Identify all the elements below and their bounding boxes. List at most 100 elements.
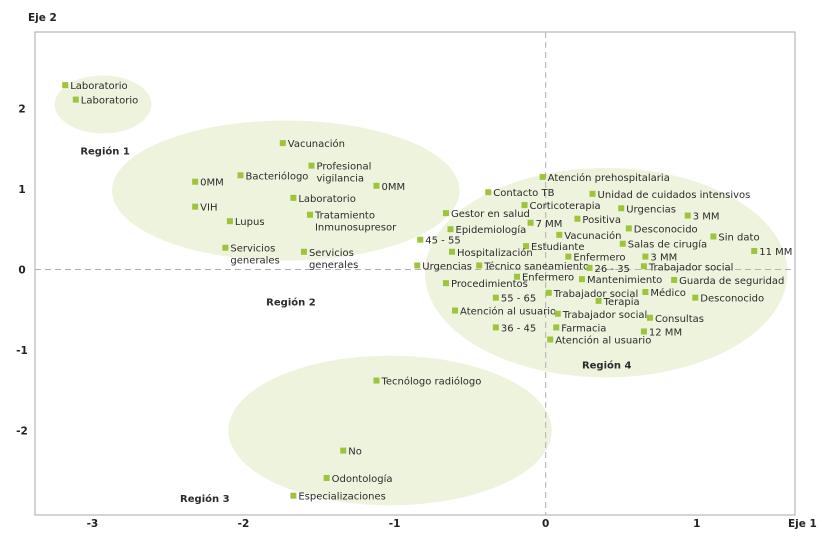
data-point-label: 3 MM [650,253,677,264]
data-point-label: 0MM [381,182,405,193]
data-point-label: Trabajador social [553,289,639,300]
data-point-marker [452,307,459,314]
data-point-label: Terapia [603,297,640,308]
region-ellipse-3 [228,355,552,506]
data-point-marker [237,172,244,179]
data-point-marker [684,212,691,219]
data-point-label: Corticoterapia [530,201,601,212]
data-point-marker [513,273,520,280]
data-point-label: Consultas [655,314,704,325]
y-tick-label: 1 [18,184,25,196]
data-point-marker [578,276,585,283]
data-point-label: 3 MM [693,212,720,223]
data-point-marker [485,189,492,196]
y-tick-label: -1 [16,345,28,357]
data-point-label: Atención prehospitalaria [548,172,670,184]
data-point-label: Gestor en salud [451,209,530,220]
data-point-label: 26 - 35 [595,264,630,275]
data-point-marker [222,244,229,251]
data-point-marker [642,289,649,296]
data-point-label: No [348,447,362,458]
data-point-marker [300,248,307,255]
data-point-marker [565,253,572,260]
data-point-marker [72,96,79,103]
data-point-label: Tratamiento Inmunosupresor [314,211,397,234]
data-point-marker [619,240,626,247]
x-tick-label: 0 [542,518,549,530]
region-label-2: Región 2 [266,297,316,309]
data-point-marker [547,336,554,343]
data-point-label: 0MM [200,178,224,189]
data-point-label: VIH [200,203,217,214]
data-point-label: Odontología [332,473,393,485]
data-point-marker [373,377,380,384]
data-point-label: 55 - 65 [501,294,536,305]
data-point-label: 12 MM [649,327,682,338]
data-point-marker [442,280,449,287]
data-point-label: Laboratorio [81,96,138,107]
data-point-label: Servicios generales [309,248,358,271]
data-point-label: Contacto TB [493,188,554,199]
data-point-label: Médico [650,287,686,299]
data-point-label: Enfermero [573,253,625,264]
data-point-marker [710,233,717,240]
y-tick-label: 2 [18,103,25,115]
data-point-label: Positiva [582,215,621,226]
region-label-3: Región 3 [180,493,230,505]
data-point-marker [492,324,499,331]
data-point-label: 36 - 45 [501,323,536,334]
data-point-label: Urgencias [626,204,676,215]
data-point-marker [586,264,593,271]
data-point-label: Desconocido [700,294,764,305]
data-point-label: Laboratorio [298,194,355,205]
data-point-marker [589,190,596,197]
data-point-label: 11 MM [759,247,792,258]
data-point-label: Laboratorio [70,81,127,92]
data-point-label: Atención al usuario [460,306,556,318]
data-point-label: Atención al usuario [555,335,651,347]
data-point-marker [492,294,499,301]
data-point-label: Bacteriólogo [245,170,308,182]
data-point-marker [306,211,313,218]
data-point-marker [192,203,199,210]
data-point-marker [618,205,625,212]
data-point-marker [646,314,653,321]
data-point-marker [545,289,552,296]
data-point-label: Procedimientos [451,279,528,290]
data-point-label: Salas de cirugía [628,239,707,251]
region-ellipse-2 [112,120,460,261]
data-point-label: Tecnólogo radiólogo [380,376,481,388]
reference-lines [35,32,795,515]
data-point-marker [290,492,297,499]
data-point-marker [751,247,758,254]
data-point-marker [527,219,534,226]
data-point-label: Urgencias [422,261,472,272]
region-label-4: Región 4 [582,359,632,371]
data-point-label: Lupus [235,217,265,228]
y-axis-title: Eje 2 [28,12,57,24]
data-point-marker [442,210,449,217]
data-point-label: Unidad de cuidados intensivos [598,190,751,201]
data-point-marker [340,447,347,454]
data-point-label: Guarda de seguridad [679,276,784,287]
regions-layer [54,75,788,506]
region-labels-layer: Región 1 Región 2 Región 3 Región 4 [80,145,631,505]
data-point-marker [640,328,647,335]
data-point-marker [414,262,421,269]
data-point-label: Enfermero [522,273,574,284]
data-point-marker [290,194,297,201]
data-point-marker [323,474,330,481]
x-tick-label: -1 [389,518,401,530]
data-point-marker [447,226,454,233]
data-point-label: Hospitalización [457,247,533,259]
data-point-marker [308,162,315,169]
data-point-label: Estudiante [531,242,584,253]
data-point-label: Trabajador social [562,310,648,321]
points-layer: Laboratorio Laboratorio Vacunación Bacterió… [62,81,792,503]
region-ellipse-1 [54,75,152,134]
data-point-label: Profesional vigilancia [317,162,372,185]
data-point-marker [476,262,483,269]
data-point-marker [595,297,602,304]
data-point-marker [521,202,528,209]
